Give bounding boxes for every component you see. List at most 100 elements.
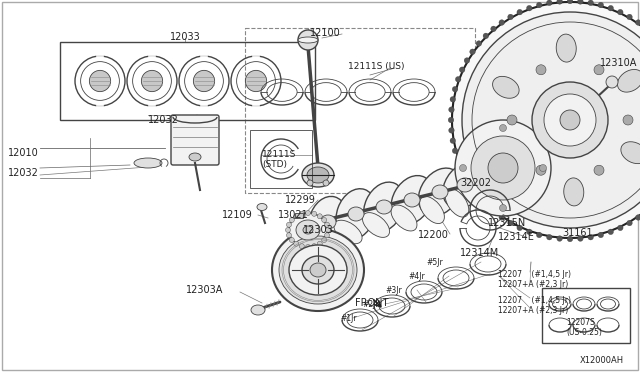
Ellipse shape bbox=[310, 263, 326, 277]
Bar bbox=[60, 42, 315, 120]
Ellipse shape bbox=[193, 70, 214, 92]
Circle shape bbox=[470, 186, 476, 191]
Ellipse shape bbox=[90, 70, 111, 92]
Circle shape bbox=[287, 233, 291, 238]
Circle shape bbox=[508, 220, 513, 226]
Circle shape bbox=[452, 86, 458, 92]
Circle shape bbox=[567, 0, 573, 4]
Circle shape bbox=[636, 215, 640, 220]
Circle shape bbox=[483, 33, 489, 39]
Circle shape bbox=[623, 115, 633, 125]
Ellipse shape bbox=[621, 142, 640, 164]
Circle shape bbox=[285, 228, 291, 232]
Ellipse shape bbox=[189, 153, 201, 161]
Text: #1Jr: #1Jr bbox=[340, 314, 356, 323]
Circle shape bbox=[567, 236, 573, 242]
Ellipse shape bbox=[556, 34, 576, 62]
Circle shape bbox=[455, 120, 551, 216]
Ellipse shape bbox=[298, 30, 318, 50]
Circle shape bbox=[499, 125, 506, 131]
Circle shape bbox=[536, 232, 542, 238]
Circle shape bbox=[476, 41, 482, 46]
Ellipse shape bbox=[336, 189, 376, 239]
Circle shape bbox=[488, 153, 518, 183]
Circle shape bbox=[289, 218, 294, 222]
Ellipse shape bbox=[279, 236, 357, 304]
Circle shape bbox=[300, 244, 304, 248]
Ellipse shape bbox=[296, 220, 320, 240]
Text: #5Jr: #5Jr bbox=[426, 258, 443, 267]
Circle shape bbox=[499, 205, 506, 212]
Ellipse shape bbox=[289, 245, 347, 295]
Circle shape bbox=[527, 5, 532, 11]
Ellipse shape bbox=[334, 220, 362, 244]
Ellipse shape bbox=[391, 205, 417, 231]
Circle shape bbox=[326, 228, 330, 232]
Circle shape bbox=[462, 12, 640, 228]
Text: 32202: 32202 bbox=[460, 178, 491, 188]
Text: #4Jr: #4Jr bbox=[408, 272, 425, 281]
Circle shape bbox=[608, 5, 614, 11]
Ellipse shape bbox=[305, 229, 335, 251]
Text: 12207+A (#2,3 Jr): 12207+A (#2,3 Jr) bbox=[498, 306, 568, 315]
Circle shape bbox=[606, 76, 618, 88]
Circle shape bbox=[608, 229, 614, 235]
Circle shape bbox=[508, 14, 513, 20]
Circle shape bbox=[449, 128, 454, 133]
Circle shape bbox=[287, 222, 291, 227]
Ellipse shape bbox=[404, 193, 420, 207]
Circle shape bbox=[594, 65, 604, 75]
Circle shape bbox=[536, 165, 546, 175]
Text: 12314M: 12314M bbox=[460, 248, 499, 258]
Text: 12299: 12299 bbox=[285, 195, 316, 205]
Circle shape bbox=[547, 234, 552, 240]
Text: 12310A: 12310A bbox=[600, 58, 637, 68]
Ellipse shape bbox=[298, 37, 318, 43]
Circle shape bbox=[294, 214, 299, 219]
Circle shape bbox=[464, 58, 470, 63]
Ellipse shape bbox=[419, 168, 461, 216]
Ellipse shape bbox=[391, 176, 433, 224]
Text: #3Jr: #3Jr bbox=[385, 286, 402, 295]
Ellipse shape bbox=[376, 200, 392, 214]
Circle shape bbox=[460, 164, 467, 171]
Circle shape bbox=[483, 201, 489, 207]
Circle shape bbox=[540, 164, 547, 171]
Text: X12000AH: X12000AH bbox=[580, 356, 624, 365]
Circle shape bbox=[470, 49, 476, 55]
Circle shape bbox=[577, 0, 583, 4]
Text: 12200: 12200 bbox=[418, 230, 449, 240]
Circle shape bbox=[317, 241, 323, 246]
Circle shape bbox=[289, 237, 294, 243]
Ellipse shape bbox=[307, 167, 329, 183]
Text: 12033: 12033 bbox=[170, 32, 200, 42]
Circle shape bbox=[544, 94, 596, 146]
Ellipse shape bbox=[303, 226, 313, 234]
Ellipse shape bbox=[564, 178, 584, 206]
Bar bbox=[250, 130, 312, 188]
Circle shape bbox=[464, 177, 470, 182]
Ellipse shape bbox=[457, 178, 473, 192]
Bar bbox=[295, 213, 303, 218]
Ellipse shape bbox=[432, 185, 448, 199]
Circle shape bbox=[527, 229, 532, 235]
Circle shape bbox=[557, 0, 563, 4]
Ellipse shape bbox=[245, 70, 267, 92]
Circle shape bbox=[507, 115, 517, 125]
Text: 12010: 12010 bbox=[8, 148, 39, 158]
Text: 12111S (US): 12111S (US) bbox=[348, 62, 404, 71]
Text: 12032: 12032 bbox=[8, 168, 39, 178]
Circle shape bbox=[307, 180, 313, 186]
Circle shape bbox=[536, 65, 546, 75]
Ellipse shape bbox=[493, 76, 519, 98]
Text: 12303: 12303 bbox=[303, 225, 333, 235]
Circle shape bbox=[636, 20, 640, 25]
Text: 12303A: 12303A bbox=[186, 285, 224, 295]
Circle shape bbox=[618, 225, 623, 231]
Circle shape bbox=[317, 214, 323, 219]
Circle shape bbox=[594, 165, 604, 175]
Text: 12032: 12032 bbox=[148, 115, 179, 125]
Ellipse shape bbox=[443, 162, 487, 208]
Ellipse shape bbox=[141, 70, 163, 92]
Circle shape bbox=[471, 136, 535, 200]
